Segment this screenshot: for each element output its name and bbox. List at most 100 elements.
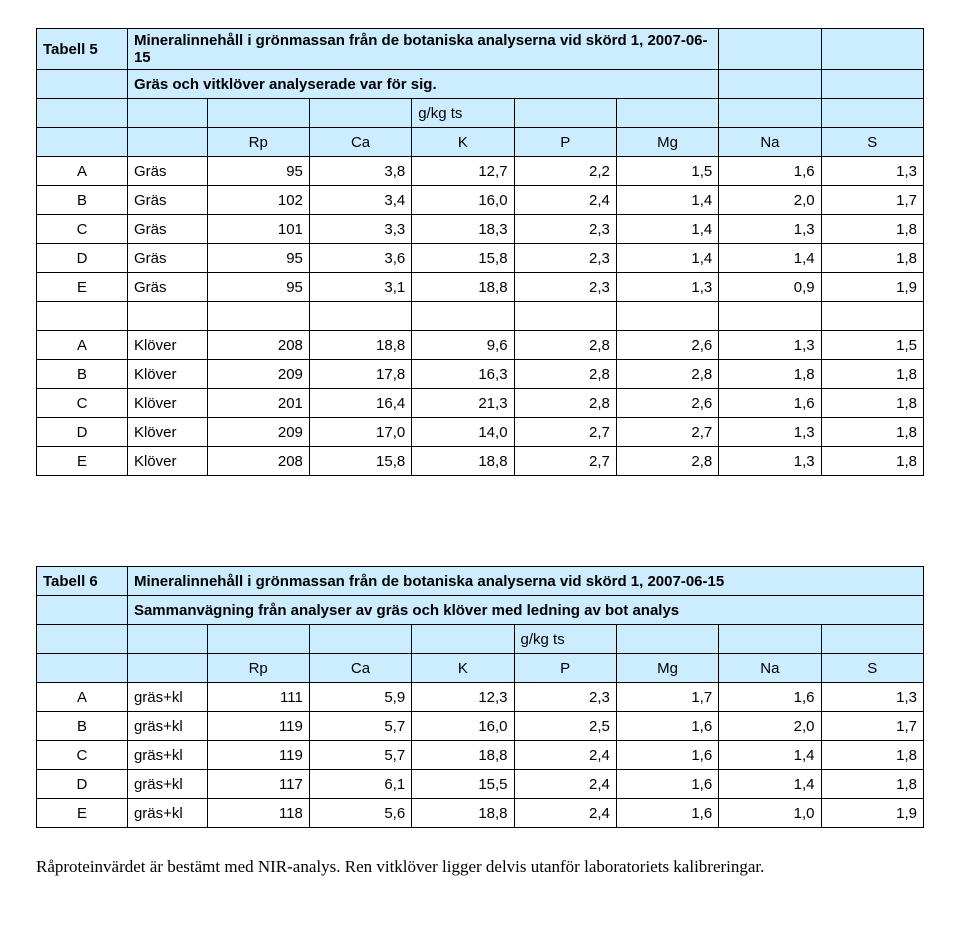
cell-empty <box>37 99 128 128</box>
table5-title-pad1 <box>719 29 821 70</box>
cell-value: 18,8 <box>412 447 514 476</box>
cell-value: 2,3 <box>514 683 616 712</box>
cell-value: 2,8 <box>514 360 616 389</box>
cell-empty <box>309 99 411 128</box>
cell-value: 1,8 <box>821 360 923 389</box>
cell-value: 0,9 <box>719 273 821 302</box>
row-material: Klöver <box>127 389 207 418</box>
cell-value: 1,7 <box>821 712 924 741</box>
cell-value: 1,3 <box>821 157 923 186</box>
table5-sub-pad <box>37 70 128 99</box>
row-label: B <box>37 360 128 389</box>
cell-value: 1,8 <box>821 447 923 476</box>
cell-value: 5,9 <box>309 683 411 712</box>
cell-empty <box>127 128 207 157</box>
cell-value: 2,2 <box>514 157 616 186</box>
cell-value: 18,3 <box>412 215 514 244</box>
cell-value: 1,3 <box>719 331 821 360</box>
cell-value: 2,7 <box>616 418 718 447</box>
cell-empty <box>127 625 207 654</box>
row-label: C <box>37 215 128 244</box>
row-material: Gräs <box>127 215 207 244</box>
cell-value: 95 <box>207 157 309 186</box>
cell-value: 208 <box>207 331 309 360</box>
cell-value: 1,9 <box>821 273 923 302</box>
row-label: E <box>37 799 128 828</box>
col-header: S <box>821 654 924 683</box>
cell-value: 2,7 <box>514 418 616 447</box>
cell-empty <box>821 625 924 654</box>
col-header: Na <box>719 654 821 683</box>
cell-value: 5,7 <box>309 741 411 770</box>
cell-value: 1,4 <box>719 741 821 770</box>
row-label: B <box>37 186 128 215</box>
col-header: Ca <box>309 654 411 683</box>
cell-value: 1,8 <box>821 244 923 273</box>
row-material: Gräs <box>127 244 207 273</box>
cell-value: 2,3 <box>514 273 616 302</box>
cell-value: 201 <box>207 389 309 418</box>
cell-value: 17,0 <box>309 418 411 447</box>
cell-value: 12,7 <box>412 157 514 186</box>
table6-title: Mineralinnehåll i grönmassan från de bot… <box>127 567 923 596</box>
row-material: Klöver <box>127 418 207 447</box>
cell-value: 16,0 <box>412 186 514 215</box>
col-header: Mg <box>616 654 718 683</box>
cell-empty <box>207 625 309 654</box>
cell-value: 21,3 <box>412 389 514 418</box>
table-row: A Klöver 208 18,8 9,6 2,8 2,6 1,3 1,5 <box>37 331 924 360</box>
row-label: E <box>37 273 128 302</box>
table-row: C Klöver 201 16,4 21,3 2,8 2,6 1,6 1,8 <box>37 389 924 418</box>
row-material: Gräs <box>127 273 207 302</box>
cell-value: 117 <box>207 770 309 799</box>
cell-value: 1,8 <box>821 741 924 770</box>
cell-empty <box>37 128 128 157</box>
cell-value: 2,4 <box>514 741 616 770</box>
row-label: D <box>37 770 128 799</box>
cell-value: 1,7 <box>821 186 923 215</box>
cell-value: 208 <box>207 447 309 476</box>
table6-header-row: Rp Ca K P Mg Na S <box>37 654 924 683</box>
cell-value: 2,3 <box>514 215 616 244</box>
row-material: gräs+kl <box>127 741 207 770</box>
cell-empty <box>207 99 309 128</box>
cell-value: 95 <box>207 273 309 302</box>
row-material: gräs+kl <box>127 799 207 828</box>
table-row: B Gräs 102 3,4 16,0 2,4 1,4 2,0 1,7 <box>37 186 924 215</box>
cell-value: 1,8 <box>821 770 924 799</box>
cell-empty <box>37 654 128 683</box>
cell-value: 2,8 <box>616 360 718 389</box>
table6-unit: g/kg ts <box>514 625 616 654</box>
cell-value: 15,8 <box>309 447 411 476</box>
col-header: Rp <box>207 128 309 157</box>
cell-value: 15,8 <box>412 244 514 273</box>
cell-value: 2,7 <box>514 447 616 476</box>
cell-value: 102 <box>207 186 309 215</box>
cell-value: 119 <box>207 741 309 770</box>
cell-value: 5,7 <box>309 712 411 741</box>
cell-value: 2,8 <box>514 331 616 360</box>
cell-value: 119 <box>207 712 309 741</box>
cell-value: 1,6 <box>616 770 718 799</box>
cell-value: 1,4 <box>616 215 718 244</box>
cell-empty <box>37 625 128 654</box>
row-material: Klöver <box>127 447 207 476</box>
cell-value: 3,3 <box>309 215 411 244</box>
cell-value: 1,4 <box>719 770 821 799</box>
cell-value: 18,8 <box>412 741 514 770</box>
cell-empty <box>514 99 616 128</box>
cell-value: 2,4 <box>514 186 616 215</box>
cell-value: 16,3 <box>412 360 514 389</box>
cell-value: 15,5 <box>412 770 514 799</box>
cell-value: 1,6 <box>616 712 718 741</box>
cell-value: 1,6 <box>616 799 718 828</box>
cell-value: 1,4 <box>719 244 821 273</box>
table5-title-pad2 <box>821 29 923 70</box>
cell-empty <box>37 596 128 625</box>
cell-empty <box>127 99 207 128</box>
cell-value: 14,0 <box>412 418 514 447</box>
cell-value: 2,4 <box>514 799 616 828</box>
cell-value: 3,6 <box>309 244 411 273</box>
col-header: K <box>412 128 514 157</box>
cell-value: 6,1 <box>309 770 411 799</box>
